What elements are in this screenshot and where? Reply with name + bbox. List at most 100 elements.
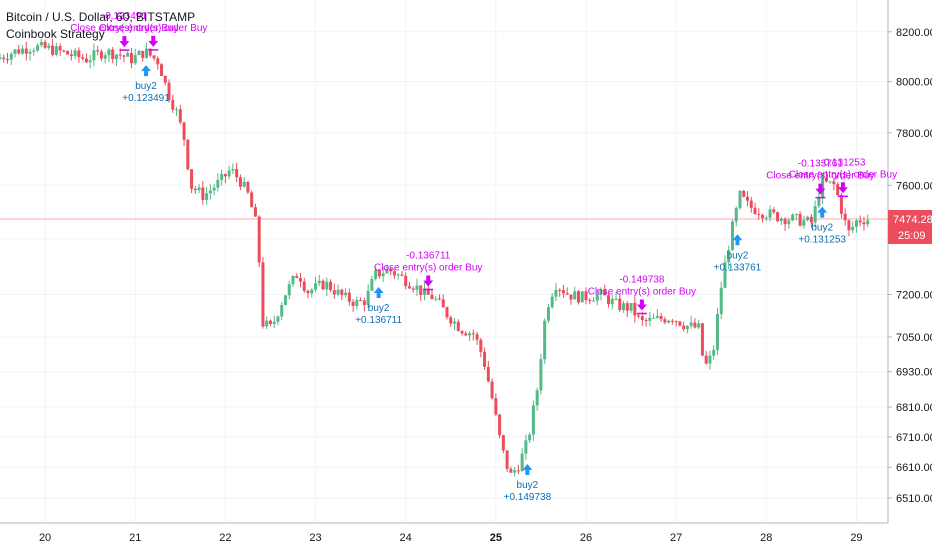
candle-body <box>141 50 145 58</box>
candle-body <box>791 214 795 221</box>
candle-body <box>625 303 629 311</box>
entry-label: buy2 <box>727 250 749 261</box>
candle-body <box>768 209 772 218</box>
candle-body <box>640 316 644 320</box>
candle-body <box>558 289 562 291</box>
candle-body <box>77 50 81 58</box>
x-tick-label: 26 <box>580 532 592 544</box>
candle-body <box>374 269 378 279</box>
time-axis[interactable]: 20 21 22 23 24 25 26 27 28 29 <box>39 532 863 544</box>
candle-body <box>546 307 550 321</box>
candle-body <box>798 214 802 226</box>
candle-body <box>404 275 408 287</box>
close-arrow-icon <box>423 275 434 287</box>
candle-body <box>377 269 381 277</box>
close-value-label: -0.136711 <box>406 251 451 262</box>
candle-body <box>6 59 10 61</box>
close-arrow-icon <box>148 35 159 47</box>
candle-body <box>576 291 580 303</box>
entry-label: buy2 <box>368 303 390 314</box>
candle-body <box>513 470 517 473</box>
candle-body <box>434 298 438 300</box>
x-tick-label: 27 <box>670 532 682 544</box>
candle-body <box>235 168 239 178</box>
candle-body <box>746 196 750 201</box>
candle-body <box>453 321 457 324</box>
candle-body <box>490 381 494 399</box>
candle-body <box>24 48 28 54</box>
candle-body <box>212 187 216 191</box>
candle-body <box>483 351 487 367</box>
candle-body <box>415 285 419 290</box>
candle-body <box>302 281 306 291</box>
x-tick-label: 22 <box>219 532 231 544</box>
candle-body <box>655 315 659 318</box>
candle-body <box>535 390 539 406</box>
candle-body <box>847 220 851 231</box>
candle-body <box>129 52 133 64</box>
candle-body <box>28 51 32 54</box>
candle-body <box>554 289 558 297</box>
candle-body <box>464 333 468 336</box>
candle-body <box>163 75 167 83</box>
candle-body <box>471 333 475 335</box>
candle-body <box>494 398 498 415</box>
candle-body <box>772 209 776 213</box>
x-tick-label: 25 <box>490 532 502 544</box>
symbol-title: Bitcoin / U.S. Dollar, 60, BITSTAMP <box>6 10 196 24</box>
candle-body <box>644 319 648 321</box>
price-axis[interactable]: 8200.008000.007800.007600.007400.007200.… <box>888 27 932 505</box>
candle-body <box>618 298 622 311</box>
candle-body <box>622 303 626 311</box>
candle-body <box>543 320 547 360</box>
candle-body <box>528 434 532 441</box>
candle-body <box>359 299 363 301</box>
candle-body <box>118 54 122 56</box>
candle-body <box>802 220 806 226</box>
candle-body <box>607 295 611 305</box>
close-arrow-icon <box>837 182 848 194</box>
candle-body <box>569 294 573 300</box>
candle-body <box>475 334 479 340</box>
candle-body <box>479 339 483 352</box>
candle-body <box>730 221 734 251</box>
candle-body <box>306 290 310 294</box>
candle-body <box>599 289 603 295</box>
x-tick-label: 24 <box>400 532 412 544</box>
grid <box>0 0 888 523</box>
candle-body <box>355 299 359 306</box>
candle-body <box>509 468 513 473</box>
candle-body <box>693 322 697 328</box>
candle-body <box>231 168 235 171</box>
close-value-label: -0.131253 <box>820 157 865 168</box>
bar-countdown: 25:09 <box>898 230 926 242</box>
candle-body <box>347 292 351 302</box>
close-label: Close entry(s) order Buy <box>789 169 897 180</box>
close-label: Close entry(s) order Buy <box>374 263 482 274</box>
candle-body <box>314 283 318 290</box>
last-price-tag: 7474.28 25:09 <box>0 209 932 244</box>
candle-body <box>66 50 70 55</box>
candle-body <box>366 290 370 305</box>
candle-body <box>753 207 757 214</box>
candle-body <box>809 216 813 223</box>
candle-body <box>238 177 242 187</box>
candle-body <box>866 220 870 225</box>
x-tick-label: 21 <box>129 532 141 544</box>
candle-body <box>21 48 25 54</box>
y-tick-label: 6810.00 <box>896 402 932 414</box>
candle-body <box>295 275 299 279</box>
x-tick-label: 20 <box>39 532 51 544</box>
trade-return-label: +0.133761 <box>714 262 762 273</box>
candle-body <box>13 49 17 54</box>
candle-body <box>43 41 47 48</box>
close-label: Close entry(s) order Buy <box>70 23 178 34</box>
candle-body <box>505 450 509 469</box>
candle-body <box>257 216 261 263</box>
trade-return-label: +0.136711 <box>355 315 402 326</box>
candle-body <box>633 302 637 316</box>
candle-body <box>58 46 62 51</box>
candle-body <box>419 285 423 296</box>
candle-body <box>817 197 821 207</box>
